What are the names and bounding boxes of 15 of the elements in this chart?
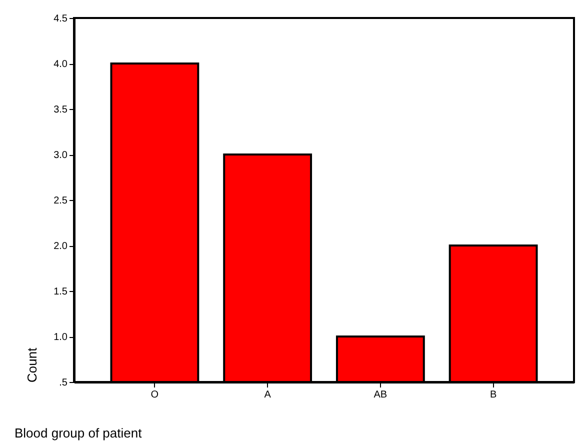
y-tick-label: .5 <box>59 378 68 388</box>
x-axis-title: Blood group of patient <box>14 426 142 440</box>
x-tick-label: B <box>490 390 497 400</box>
y-tick-label: 2.0 <box>54 241 68 252</box>
y-tick-label: 1.5 <box>54 286 68 298</box>
y-tick-label: 2.5 <box>54 196 68 206</box>
x-tick-label: O <box>150 390 159 400</box>
y-tick-label: 4.0 <box>54 59 68 70</box>
y-tick-label: 1.0 <box>54 332 68 343</box>
x-tick-label: A <box>264 390 272 400</box>
y-tick-label: 4.5 <box>54 14 68 24</box>
y-tick-label: 3.5 <box>54 104 68 116</box>
y-axis-title: Count <box>24 347 40 382</box>
x-tick-label: AB <box>374 390 388 400</box>
y-tick-label: 3.0 <box>54 150 68 161</box>
